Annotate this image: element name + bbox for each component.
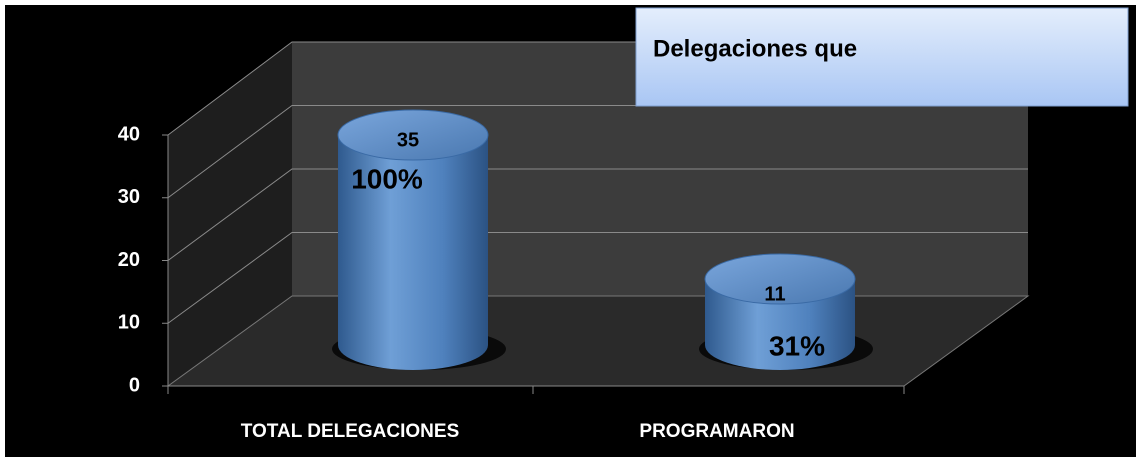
x-tick-label: TOTAL DELEGACIONES — [241, 421, 460, 442]
value-label: 35 — [397, 129, 419, 151]
bar-body — [338, 135, 488, 370]
grid-line — [167, 232, 1028, 324]
chart-title: Delegaciones que — [653, 35, 857, 62]
grid-line — [167, 168, 1028, 261]
y-tick-label: 30 — [118, 186, 140, 208]
x-tick-label: PROGRAMARON — [639, 421, 794, 442]
y-tick-label: 20 — [118, 249, 140, 271]
y-tick-label: 10 — [118, 312, 140, 334]
bar-top — [704, 253, 856, 305]
bar-top — [337, 109, 489, 161]
value-label: 11 — [764, 283, 785, 305]
y-tick-label: 0 — [129, 374, 140, 396]
bar-body — [705, 279, 855, 370]
title-box — [635, 7, 1129, 107]
y-tick-label: 40 — [118, 123, 140, 145]
percent-label: 100% — [351, 163, 423, 194]
percent-label: 31% — [769, 330, 825, 361]
floor — [166, 295, 1030, 387]
